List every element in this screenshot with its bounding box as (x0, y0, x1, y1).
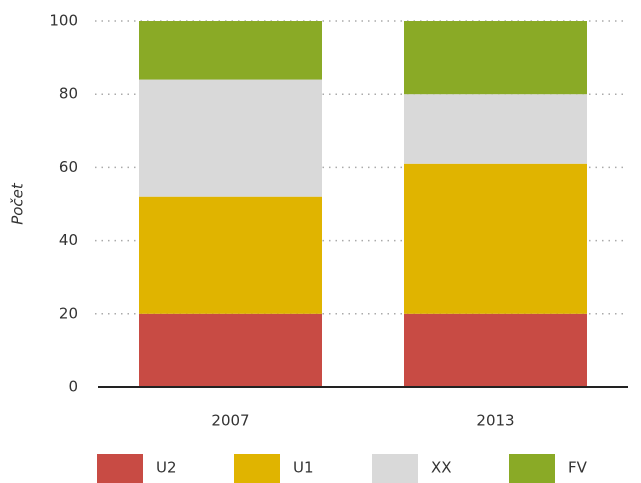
y-tick-label: 40 (59, 231, 78, 249)
legend-label: FV (568, 459, 588, 477)
legend-swatch (372, 454, 418, 483)
x-tick-label: 2007 (211, 412, 249, 430)
bar-segment (404, 21, 587, 95)
legend-label: U2 (156, 459, 177, 477)
bar-segment (139, 196, 322, 314)
bar-segment (404, 163, 587, 314)
y-tick-label: 0 (68, 378, 78, 396)
legend-swatch (97, 454, 143, 483)
bar-segment (404, 94, 587, 164)
legend-label: XX (431, 459, 452, 477)
y-tick-label: 60 (59, 158, 78, 176)
y-tick-label: 20 (59, 304, 78, 322)
x-tick-label: 2013 (476, 412, 514, 430)
bar-segment (139, 79, 322, 197)
legend-swatch (509, 454, 555, 483)
bar-segment (139, 21, 322, 80)
legend-swatch (234, 454, 280, 483)
y-tick-label: 80 (59, 85, 78, 103)
legend-label: U1 (293, 459, 314, 477)
y-axis-label: Počet (9, 182, 27, 225)
y-tick-label: 100 (49, 12, 78, 30)
bar-segment (404, 313, 587, 387)
bar-segment (139, 313, 322, 387)
